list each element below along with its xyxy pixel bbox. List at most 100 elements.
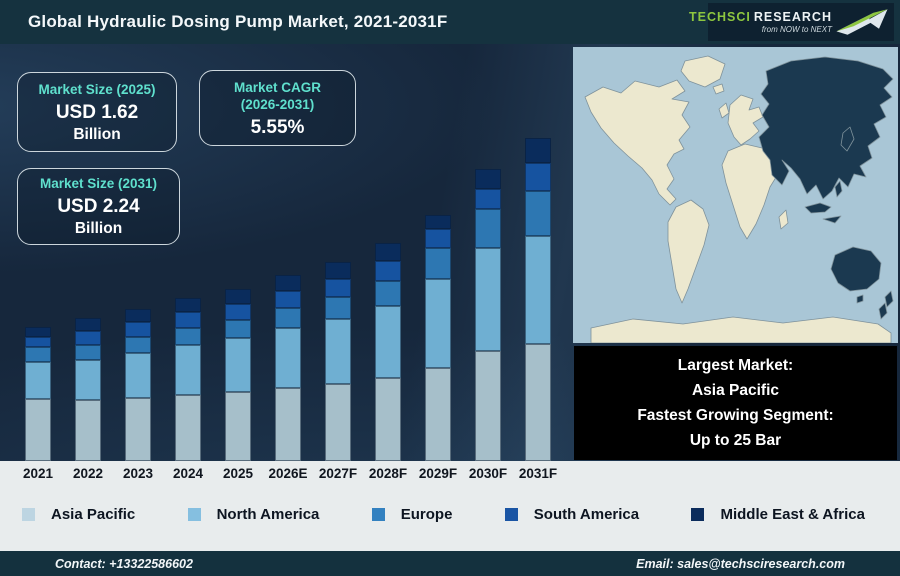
north-america-swatch-icon (187, 507, 201, 521)
segment-2023-europe (125, 337, 151, 353)
segment-2027F-asia-pacific (325, 384, 351, 461)
segment-2031F-asia-pacific (525, 344, 551, 461)
segment-2027F-south-america (325, 279, 351, 297)
segment-2029F-europe (425, 248, 451, 279)
x-tick-2023: 2023 (122, 466, 154, 481)
market-size-2025-unit: Billion (73, 125, 121, 143)
market-size-2025-box: Market Size (2025) USD 1.62 Billion (17, 72, 177, 152)
segment-2027F-middle-east-africa (325, 262, 351, 279)
map-indonesia (804, 202, 832, 214)
segment-2022-middle-east-africa (75, 318, 101, 331)
legend-label: Europe (400, 505, 453, 523)
bar-2026E (275, 275, 301, 461)
segment-2031F-europe (525, 191, 551, 236)
bar-2021 (25, 327, 51, 461)
segment-2031F-south-america (525, 163, 551, 191)
x-tick-2027F: 2027F (318, 466, 358, 481)
bar-2022 (75, 318, 101, 461)
world-map-svg (573, 47, 898, 343)
x-tick-2028F: 2028F (368, 466, 408, 481)
segment-2024-asia-pacific (175, 395, 201, 461)
footer-email: Email: sales@techsciresearch.com (636, 556, 845, 571)
segment-2025-middle-east-africa (225, 289, 251, 304)
x-axis-labels: 2021 2022 2023 2024 2025 2026E 2027F 2028F 2029F… (0, 461, 574, 489)
map-asia-highlighted (758, 56, 894, 200)
callout-largest-market-value: Asia Pacific (691, 382, 780, 399)
map-south-america (667, 199, 710, 304)
bar-2027F (325, 262, 351, 461)
x-tick-2029F: 2029F (418, 466, 458, 481)
legend-item-north-america: North America (187, 505, 320, 523)
map-europe (727, 94, 764, 146)
bar-2025 (225, 289, 251, 461)
map-north-america (584, 79, 691, 206)
segment-2021-north-america (25, 362, 51, 399)
segment-2023-north-america (125, 353, 151, 398)
legend-label: Asia Pacific (51, 505, 136, 523)
logo-brand: TechSci Research (689, 10, 832, 24)
map-papua (822, 215, 842, 224)
segment-2025-europe (225, 320, 251, 338)
bar-2024 (175, 298, 201, 461)
segment-2025-south-america (225, 304, 251, 320)
segment-2024-south-america (175, 312, 201, 328)
callout-largest-market-label: Largest Market: (677, 357, 794, 374)
segment-2022-europe (75, 345, 101, 360)
market-size-2025-title: Market Size (2025) (38, 81, 156, 97)
segment-2025-north-america (225, 338, 251, 392)
legend-item-europe: Europe (371, 505, 453, 523)
segment-2022-asia-pacific (75, 400, 101, 461)
asia-pacific-swatch-icon (22, 507, 35, 521)
map-new-zealand (878, 290, 894, 320)
segment-2030F-north-america (475, 248, 501, 351)
map-madagascar (778, 209, 789, 230)
footer-bar: Contact: +13322586602 Email: sales@techs… (0, 551, 900, 576)
segment-2026E-middle-east-africa (275, 275, 301, 291)
segment-2031F-middle-east-africa (525, 138, 551, 163)
segment-2023-south-america (125, 322, 151, 337)
segment-2027F-europe (325, 297, 351, 319)
middle-east-africa-swatch-icon (691, 507, 705, 521)
market-size-2031-value: USD 2.24 (57, 196, 140, 217)
segment-2025-asia-pacific (225, 392, 251, 461)
segment-2029F-north-america (425, 279, 451, 368)
segment-2026E-europe (275, 308, 301, 328)
page-title: Global Hydraulic Dosing Pump Market, 202… (28, 12, 448, 31)
world-map (573, 47, 898, 343)
legend-item-asia-pacific: Asia Pacific (22, 506, 135, 523)
x-tick-2025: 2025 (222, 466, 254, 481)
segment-2030F-middle-east-africa (475, 169, 501, 189)
market-size-2031-title: Market Size (2031) (39, 176, 158, 191)
legend-label: South America (533, 505, 640, 523)
segment-2027F-north-america (325, 319, 351, 384)
title-bar: Global Hydraulic Dosing Pump Market, 202… (0, 0, 900, 44)
segment-2028F-asia-pacific (375, 378, 401, 461)
segment-2024-north-america (175, 345, 201, 395)
market-cagr-box: Market CAGR (2026-2031) 5.55% (199, 70, 356, 146)
segment-2024-europe (175, 328, 201, 345)
segment-2021-asia-pacific (25, 399, 51, 461)
chart-legend: Asia Pacific North America Europe South … (0, 499, 900, 529)
map-philippines (834, 180, 843, 198)
x-tick-2030F: 2030F (468, 466, 508, 481)
segment-2030F-asia-pacific (475, 351, 501, 461)
x-tick-2022: 2022 (72, 466, 104, 481)
market-cagr-subtitle: (2026-2031) (240, 96, 315, 112)
map-australia (830, 246, 882, 292)
south-america-swatch-icon (504, 507, 518, 521)
segment-2026E-south-america (275, 291, 301, 308)
footer-contact: Contact: +13322586602 (55, 556, 193, 571)
legend-label: North America (216, 505, 320, 523)
bar-2023 (125, 309, 151, 461)
market-size-2031-unit: Billion (74, 220, 123, 237)
segment-2030F-south-america (475, 189, 501, 209)
segment-2021-middle-east-africa (25, 327, 51, 337)
market-size-2031-box: Market Size (2031) USD 2.24 Billion (17, 168, 180, 245)
segment-2028F-europe (375, 281, 401, 306)
logo-text: TechSci Research from NOW to NEXT (689, 10, 832, 34)
logo-brand-primary: TechSci (688, 10, 751, 24)
segment-2023-asia-pacific (125, 398, 151, 461)
bar-2030F (475, 169, 501, 461)
segment-2026E-north-america (275, 328, 301, 388)
